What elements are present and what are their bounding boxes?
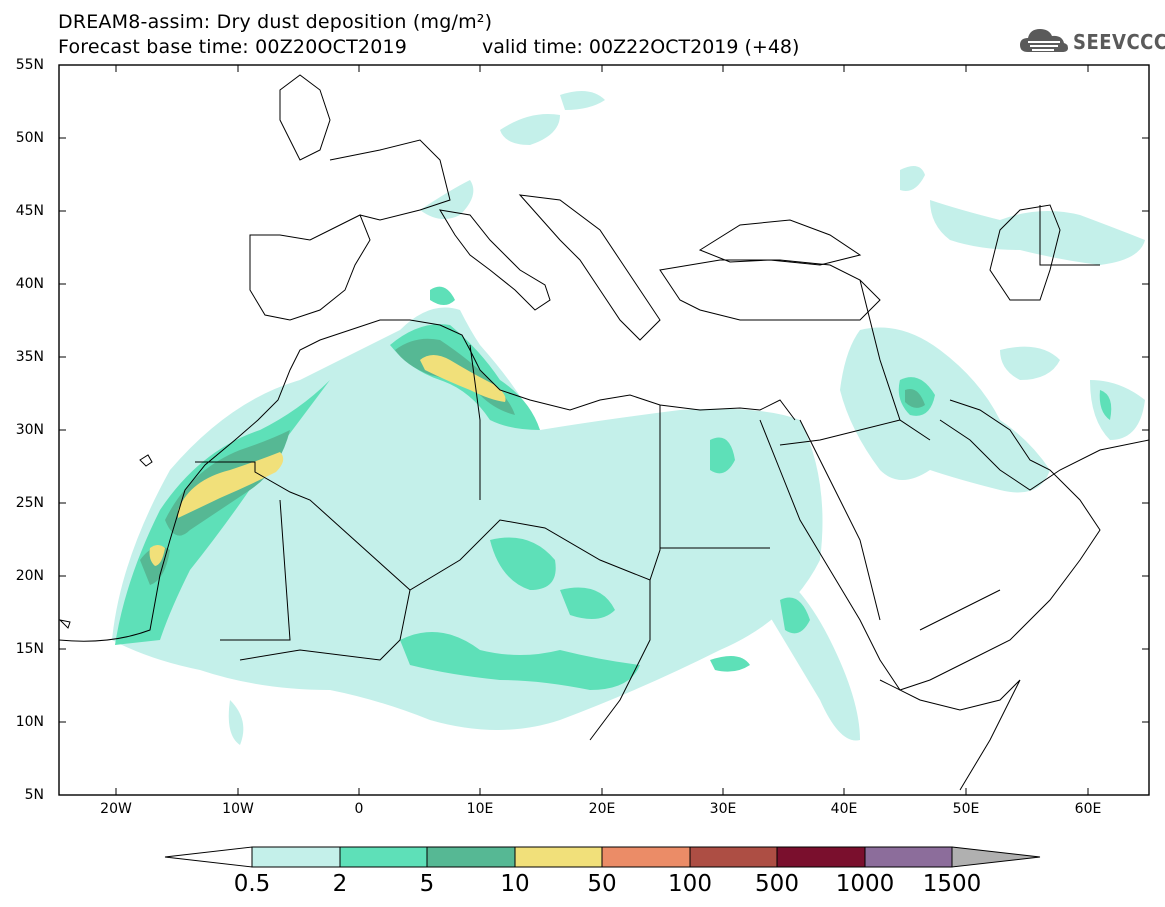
lon-label: 20E [588, 801, 616, 817]
lon-label: 0 [354, 801, 364, 817]
colorbar-swatch [864, 846, 953, 868]
lat-label: 25N [15, 495, 44, 511]
lat-label: 20N [15, 568, 44, 584]
cloud-logo-icon [1020, 29, 1068, 52]
lon-label: 40E [830, 801, 858, 817]
lon-label: 30E [709, 801, 737, 817]
lat-label: 55N [15, 57, 44, 73]
colorbar-swatch [339, 846, 428, 868]
lon-label: 10E [466, 801, 494, 817]
lat-label: 30N [15, 422, 44, 438]
lat-label: 45N [15, 203, 44, 219]
colorbar-swatch [689, 846, 778, 868]
seevccc-logo: SEEVCCC [1018, 24, 1165, 58]
valid-time: valid time: 00Z22OCT2019 (+48) [482, 36, 800, 58]
map-title: DREAM8-assim: Dry dust deposition (mg/m²… [58, 11, 493, 33]
colorbar-swatch [776, 846, 866, 868]
colorbar-swatch [251, 846, 341, 868]
colorbar [164, 846, 1041, 868]
lon-label: 10W [222, 801, 254, 817]
colorbar-label: 100 [668, 871, 712, 897]
colorbar-label: 500 [755, 871, 799, 897]
colorbar-swatch [601, 846, 691, 868]
colorbar-under-triangle [164, 846, 253, 868]
colorbar-label: 5 [419, 871, 435, 897]
map-outlines [59, 74, 1149, 791]
lat-label: 35N [15, 349, 44, 365]
colorbar-label: 1500 [922, 871, 982, 897]
lat-label: 50N [15, 130, 44, 146]
colorbar-over-triangle [951, 846, 1041, 868]
lon-label: 60E [1074, 801, 1102, 817]
colorbar-swatch [426, 846, 516, 868]
colorbar-label: 2 [332, 871, 348, 897]
lat-label: 40N [15, 276, 44, 292]
lat-label: 5N [24, 787, 44, 803]
dust-fields [112, 91, 1145, 745]
colorbar-label: 0.5 [233, 871, 271, 897]
lat-label: 10N [15, 714, 44, 730]
colorbar-label: 1000 [835, 871, 895, 897]
tick-marks [59, 64, 1149, 796]
colorbar-label: 50 [587, 871, 617, 897]
deposition-level-10 [149, 355, 506, 566]
forecast-base-time: Forecast base time: 00Z20OCT2019 [58, 36, 408, 58]
lon-label: 20W [100, 801, 132, 817]
lon-label: 50E [952, 801, 980, 817]
colorbar-swatch [514, 846, 603, 868]
lat-label: 15N [15, 641, 44, 657]
logo-text: SEEVCCC [1073, 30, 1165, 54]
colorbar-label: 10 [500, 871, 530, 897]
